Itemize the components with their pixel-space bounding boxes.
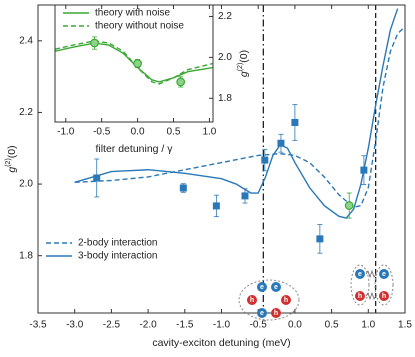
plot-frame bbox=[54, 4, 214, 123]
y-tick-label: 2.2 bbox=[19, 107, 33, 118]
x-tick-label: -3.0 bbox=[66, 320, 84, 331]
x-tick-label: -1.0 bbox=[57, 127, 75, 138]
y-label-sup: (2) bbox=[5, 158, 12, 167]
y-tick-label: 2.0 bbox=[218, 52, 232, 63]
data-point bbox=[176, 77, 186, 87]
particle-label: h bbox=[382, 293, 386, 300]
y-label-tail: (0) bbox=[6, 145, 18, 158]
x-axis-label: filter detuning / γ bbox=[95, 143, 173, 155]
x-tick-label: -1.5 bbox=[176, 320, 194, 331]
y-axis-label: g(2)(0) bbox=[237, 50, 250, 77]
series-line bbox=[55, 40, 213, 85]
legend-label: 2-body interaction bbox=[78, 238, 158, 249]
data-point bbox=[179, 184, 187, 192]
series-line bbox=[74, 8, 399, 219]
plot: -1.0 -0.5 0.0 0.5 1.0 1.8 2.0 2.2 theory with no… bbox=[54, 4, 250, 155]
particle-label: h bbox=[284, 297, 288, 304]
x-tick-label: 0.0 bbox=[288, 320, 302, 331]
x-tick-label: 1.5 bbox=[398, 320, 412, 331]
particle-label: e bbox=[358, 271, 362, 278]
x-tick-label: -2.0 bbox=[139, 320, 157, 331]
particle-label: e bbox=[260, 284, 264, 291]
data-point bbox=[133, 59, 142, 68]
x-axis-label: cavity-exciton detuning (meV) bbox=[152, 337, 290, 349]
x-tick-label: -0.5 bbox=[93, 127, 111, 138]
y-label-base: g bbox=[238, 71, 250, 77]
data-point bbox=[93, 174, 101, 182]
series-line bbox=[74, 25, 405, 209]
y-tick-label: 2.2 bbox=[218, 11, 232, 22]
data-point bbox=[277, 139, 285, 147]
particle-label: e bbox=[260, 310, 264, 317]
y-label-tail: (0) bbox=[238, 50, 250, 63]
y-axis-label: g(2)(0) bbox=[5, 145, 18, 172]
legend-label: 3-body interaction bbox=[78, 251, 158, 262]
data-point bbox=[360, 166, 368, 174]
particle-label: e bbox=[274, 284, 278, 291]
x-tick-label: 0.5 bbox=[325, 320, 339, 331]
y-tick-label: 2.4 bbox=[19, 35, 33, 46]
plot-frame bbox=[37, 4, 406, 314]
x-tick-label: -0.5 bbox=[250, 320, 268, 331]
x-tick-label: 0.5 bbox=[167, 127, 181, 138]
data-point bbox=[90, 38, 99, 48]
y-tick-label: 1.8 bbox=[19, 250, 33, 261]
x-tick-label: -3.5 bbox=[29, 320, 47, 331]
y-label-sup: (2) bbox=[237, 63, 244, 72]
plot-area bbox=[74, 5, 405, 313]
data-point bbox=[241, 192, 249, 200]
x-tick-label: -1.0 bbox=[213, 320, 231, 331]
data-point bbox=[316, 235, 324, 243]
y-tick-label: 1.8 bbox=[218, 93, 232, 104]
x-tick-label: 1.0 bbox=[202, 127, 216, 138]
particle-label: h bbox=[358, 293, 362, 300]
data-point bbox=[212, 202, 220, 210]
data-point bbox=[344, 201, 354, 210]
particle-label: e bbox=[382, 271, 386, 278]
diagram-right: e e h h bbox=[350, 264, 394, 306]
legend-label: theory without noise bbox=[95, 21, 184, 32]
particle-label: h bbox=[274, 310, 278, 317]
y-label-base: g bbox=[6, 167, 18, 173]
x-tick-label: 0.0 bbox=[131, 127, 145, 138]
particle-label: h bbox=[250, 297, 254, 304]
data-point bbox=[291, 118, 299, 126]
x-tick-label: -2.5 bbox=[103, 320, 121, 331]
x-tick-label: 1.0 bbox=[361, 320, 375, 331]
data-point bbox=[261, 156, 269, 164]
y-tick-label: 2.0 bbox=[19, 179, 33, 190]
diagram-left: e e h h e h bbox=[238, 279, 300, 321]
legend-label: theory with noise bbox=[95, 8, 170, 19]
